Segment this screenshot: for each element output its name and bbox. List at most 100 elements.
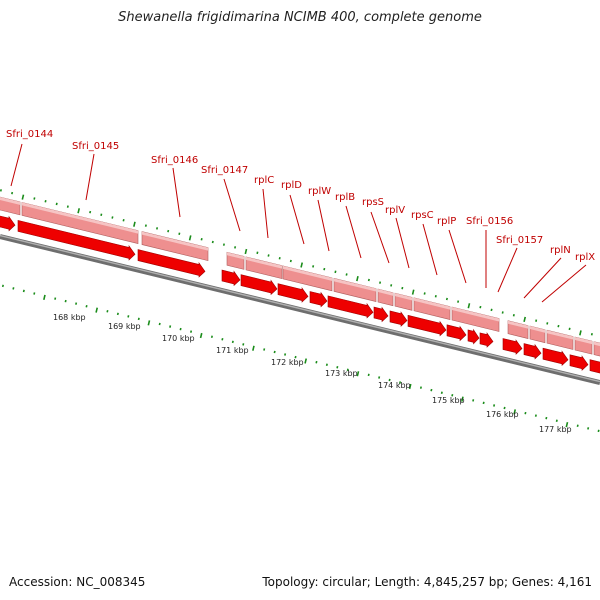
- minor-tick: [512, 313, 515, 317]
- gene-label: Sfri_0156: [466, 216, 513, 227]
- minor-tick: [179, 327, 182, 331]
- gene-arrow: [17, 220, 136, 261]
- gene-arrow: [502, 338, 523, 355]
- gene-arrow: [137, 249, 206, 278]
- gene-band-highlight: [227, 252, 244, 260]
- minor-tick: [190, 330, 193, 333]
- gene-label: rplB: [335, 192, 355, 203]
- minor-tick: [242, 343, 245, 346]
- major-tick: [461, 396, 464, 402]
- major-tick: [43, 294, 46, 301]
- gene-arrow: [446, 324, 467, 342]
- major-tick: [408, 383, 412, 390]
- gene-arrow: [542, 347, 569, 367]
- gene-label: rplW: [308, 186, 331, 197]
- minor-tick: [534, 414, 537, 417]
- minor-tick: [55, 202, 58, 206]
- leader-line: [289, 194, 305, 245]
- minor-tick: [234, 246, 237, 249]
- minor-tick: [379, 281, 382, 284]
- minor-tick: [399, 381, 402, 384]
- gene-arrow: [240, 274, 278, 296]
- gene-arrow: [479, 332, 494, 348]
- major-tick: [513, 409, 517, 415]
- label-leader-lines: [10, 143, 587, 303]
- kbp-label: 169 kbp: [108, 322, 141, 331]
- major-tick: [300, 262, 304, 268]
- kbp-label: 171 kbp: [216, 346, 249, 355]
- gene-band-highlight: [246, 256, 282, 269]
- minor-tick: [524, 411, 527, 415]
- minor-tick: [122, 218, 125, 222]
- major-tick: [199, 332, 203, 339]
- accession-text: Accession: NC_008345: [9, 575, 146, 589]
- minor-tick: [451, 394, 454, 397]
- kbp-label: 174 kbp: [378, 381, 411, 390]
- minor-tick: [200, 237, 203, 241]
- major-tick: [77, 208, 81, 214]
- minor-tick: [535, 319, 538, 322]
- gene-band-highlight: [395, 293, 412, 301]
- major-tick: [356, 275, 359, 282]
- kbp-label: 177 kbp: [539, 425, 572, 434]
- gene-bands: [0, 196, 600, 357]
- major-tick: [95, 307, 99, 313]
- minor-tick: [222, 243, 225, 246]
- minor-tick: [323, 267, 326, 271]
- gene-arrow: [309, 291, 328, 308]
- minor-tick: [144, 224, 147, 227]
- minor-tick: [401, 286, 404, 290]
- minor-tick: [545, 416, 548, 420]
- gene-arrow: [221, 269, 241, 287]
- minor-tick: [289, 259, 292, 263]
- minor-tick: [568, 327, 571, 331]
- gene-band-highlight: [283, 265, 332, 281]
- minor-tick: [501, 311, 504, 314]
- major-tick: [411, 289, 415, 295]
- minor-tick: [490, 308, 493, 312]
- gene-band-highlight: [547, 330, 573, 340]
- minor-tick: [0, 189, 2, 192]
- minor-tick: [231, 340, 234, 344]
- minor-tick: [116, 312, 119, 316]
- leader-line: [317, 199, 330, 252]
- minor-tick: [64, 299, 67, 303]
- minor-tick: [12, 287, 15, 290]
- genome-backbone: [0, 234, 600, 386]
- kbp-label: 170 kbp: [162, 334, 195, 343]
- minor-tick: [430, 388, 433, 392]
- minor-tick: [587, 427, 590, 430]
- gene-label: rplN: [550, 245, 571, 256]
- minor-tick: [158, 322, 161, 326]
- minor-tick: [345, 273, 348, 276]
- kbp-labels: 168 kbp 169 kbp 170 kbp 171 kbp 172 kbp 173 k…: [53, 313, 572, 434]
- leader-line: [345, 205, 362, 259]
- leader-line: [541, 264, 587, 303]
- major-tick: [188, 235, 192, 241]
- major-tick: [304, 358, 308, 364]
- major-tick: [565, 421, 569, 428]
- gene-arrow: [373, 306, 389, 323]
- minor-tick: [445, 297, 448, 301]
- minor-tick: [210, 335, 213, 338]
- kbp-label: 172 kbp: [271, 358, 304, 367]
- minor-tick: [336, 366, 339, 369]
- minor-tick: [312, 265, 315, 268]
- minor-tick: [106, 310, 109, 313]
- gene-arrow: [467, 328, 480, 345]
- gene-band-highlight: [452, 307, 499, 322]
- kbp-label: 176 kbp: [486, 410, 519, 419]
- gene-band: [0, 196, 21, 216]
- gene-band-highlight: [594, 341, 600, 347]
- minor-tick: [169, 325, 172, 328]
- minor-tick: [503, 406, 506, 410]
- gene-label: Sfri_0147: [201, 165, 248, 176]
- minor-tick: [211, 240, 214, 244]
- minor-tick: [100, 213, 103, 217]
- minor-tick: [555, 419, 558, 422]
- gene-arrows: [0, 215, 600, 374]
- backbone-line: [0, 234, 600, 386]
- gene-label: rplV: [385, 205, 405, 216]
- minor-tick: [75, 302, 78, 305]
